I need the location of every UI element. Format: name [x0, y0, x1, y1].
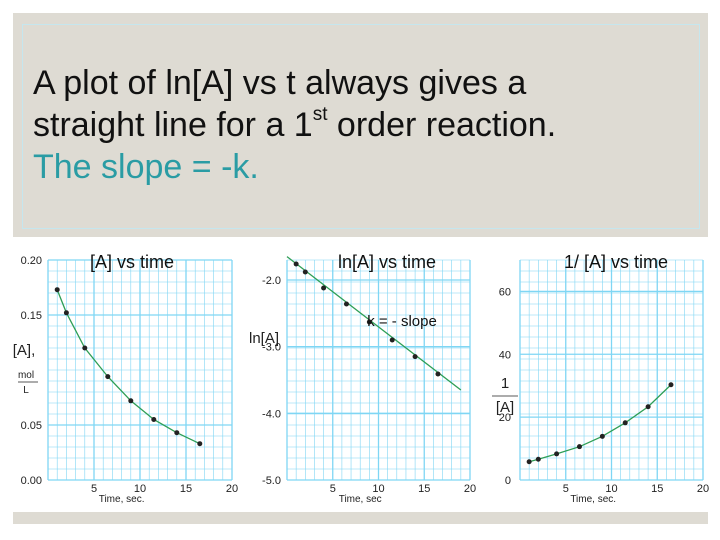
- bottom-bar: [13, 512, 708, 524]
- chart1-data-point: [54, 287, 60, 293]
- chart2-data-point: [302, 269, 308, 275]
- chart1-ytick-label: 0.00: [21, 475, 42, 487]
- chart3-title: 1/ [A] vs time: [564, 252, 668, 272]
- chart2-annotation: k = - slope: [367, 313, 437, 330]
- chart3-data-point: [554, 451, 560, 457]
- chart3-xlabel: Time, sec.: [570, 494, 616, 505]
- chart2-title: ln[A] vs time: [338, 252, 436, 272]
- chart2-xtick-label: 20: [464, 483, 476, 495]
- chart2-ylabel: ln[A]: [249, 330, 279, 347]
- title-border: [22, 24, 700, 229]
- chart3-xtick-label: 20: [697, 483, 709, 495]
- chart1-ytick-label: 0.05: [21, 420, 42, 432]
- chart3-data-point: [576, 444, 582, 450]
- chart1-data-point: [82, 345, 88, 351]
- chart1-ylabel-line: mol: [18, 370, 34, 381]
- chart3-data-point: [668, 382, 674, 388]
- chart2-xtick-label: 10: [372, 483, 384, 495]
- chart2-ytick-label: -2.0: [262, 275, 281, 287]
- chart3-ytick-label: 60: [499, 286, 511, 298]
- chart2-data-point: [389, 337, 395, 343]
- chart2-data-point: [343, 301, 349, 307]
- chart1-ylabel-line: L: [23, 385, 29, 396]
- chart3-data-point: [599, 433, 605, 439]
- chart1-data-point: [128, 398, 134, 404]
- chart3-data-point: [645, 404, 651, 410]
- chart3-xtick-label: 15: [651, 483, 663, 495]
- chart3-xtick-label: 10: [605, 483, 617, 495]
- chart3-series-line: [528, 384, 672, 463]
- chart1-xtick-label: 15: [180, 483, 192, 495]
- chart2-data-point: [412, 354, 418, 360]
- chart1-series-line: [56, 289, 201, 445]
- chart1-title: [A] vs time: [90, 252, 174, 272]
- chart2-xlabel: Time, sec: [339, 494, 382, 505]
- chart2-ytick-label: -4.0: [262, 408, 281, 420]
- chart2-data-point: [366, 319, 372, 325]
- chart1-data-point: [174, 430, 180, 436]
- chart2-ytick-label: -3.0: [262, 342, 281, 354]
- chart3-xtick-label: 5: [563, 483, 569, 495]
- chart1-ytick-label: 0.20: [21, 255, 42, 267]
- chart2-xtick-label: 15: [418, 483, 430, 495]
- heading-line-3: The slope = -k.: [33, 148, 259, 186]
- chart1-xtick-label: 5: [91, 483, 97, 495]
- chart3-ylabel-line: [A]: [496, 399, 514, 416]
- chart1-data-point: [63, 310, 69, 316]
- chart1-ytick-label: 0.15: [21, 310, 42, 322]
- chart1-ylabel-line: [A],: [13, 342, 36, 359]
- chart1-xlabel: Time, sec.: [99, 494, 145, 505]
- chart1-data-point: [105, 374, 111, 380]
- chart2-series-line: [286, 256, 462, 391]
- chart3-ytick-label: 0: [505, 475, 511, 487]
- chart3-ytick-label: 40: [499, 349, 511, 361]
- chart1-xtick-label: 20: [226, 483, 238, 495]
- slide-heading: A plot of ln[A] vs t always gives a stra…: [33, 62, 556, 188]
- chart3-data-point: [526, 459, 532, 465]
- chart1-data-point: [197, 441, 203, 447]
- heading-line-2: straight line for a 1st order reaction.: [33, 103, 557, 144]
- chart1-data-point: [151, 417, 157, 422]
- chart3-data-point: [535, 456, 541, 462]
- chart3-data-point: [622, 420, 628, 426]
- chart3-ytick-label: 20: [499, 412, 511, 424]
- heading-line-1: A plot of ln[A] vs t always gives a: [33, 64, 527, 102]
- chart1-xtick-label: 10: [134, 483, 146, 495]
- chart2-data-point: [321, 285, 327, 291]
- chart2-data-point: [293, 261, 299, 267]
- chart2-xtick-label: 5: [330, 483, 336, 495]
- chart2-data-point: [435, 371, 441, 377]
- chart2-ytick-label: -5.0: [262, 475, 281, 487]
- title-panel: [13, 13, 708, 237]
- chart3-ylabel-line: 1: [501, 375, 509, 392]
